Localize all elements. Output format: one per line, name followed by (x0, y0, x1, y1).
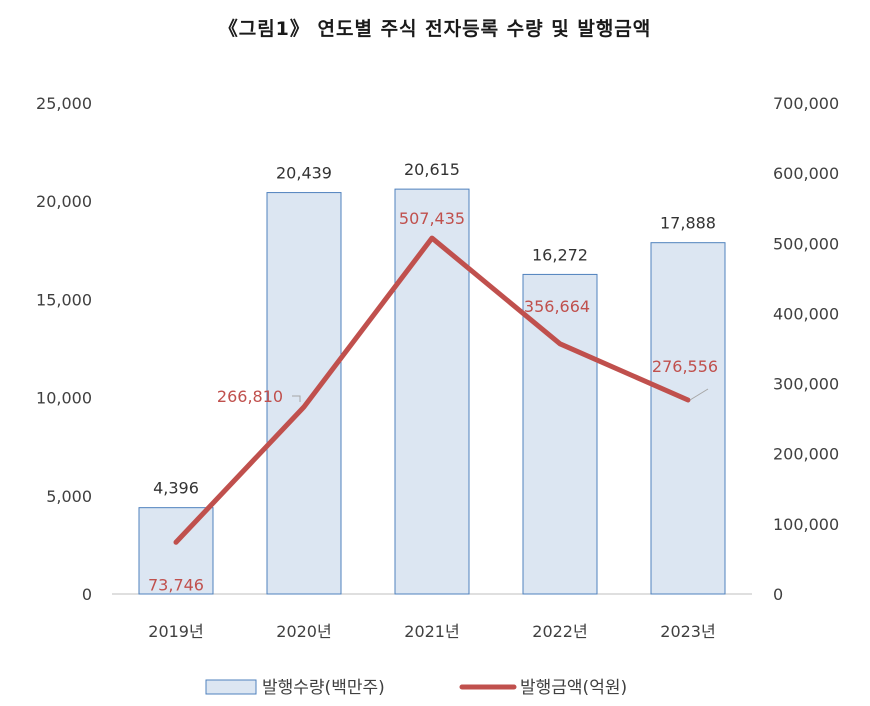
line-data-label: 73,746 (148, 575, 204, 594)
y-left-tick-label: 5,000 (46, 487, 92, 506)
line-data-label: 507,435 (399, 209, 465, 228)
legend-line-label: 발행금액(억원) (520, 678, 627, 698)
y-left-tick-label: 25,000 (36, 94, 92, 113)
x-tick-label: 2021년 (404, 622, 459, 641)
bar (266, 192, 342, 595)
y-right-tick-label: 700,000 (773, 94, 839, 113)
bar-data-label: 4,396 (153, 479, 199, 498)
y-right-tick-label: 200,000 (773, 445, 839, 464)
x-tick-label: 2022년 (532, 622, 587, 641)
line-data-label: 266,810 (217, 387, 283, 406)
label-leader-line (292, 395, 301, 402)
bar-data-label: 17,888 (660, 214, 716, 233)
line-series (173, 235, 691, 545)
y-left-tick-label: 20,000 (36, 192, 92, 211)
bar-data-label: 16,272 (532, 245, 588, 264)
y-left-tick-label: 0 (82, 585, 92, 604)
bar-data-label: 20,439 (276, 164, 332, 183)
line-data-label: 356,664 (524, 297, 590, 316)
y-left-tick-label: 10,000 (36, 389, 92, 408)
y-right-tick-label: 500,000 (773, 234, 839, 253)
y-right-tick-label: 0 (773, 585, 783, 604)
line-data-label: 276,556 (652, 357, 718, 376)
x-tick-label: 2019년 (148, 622, 203, 641)
chart-title: 《그림1》 연도별 주식 전자등록 수량 및 발행금액 (218, 18, 652, 40)
x-tick-label: 2023년 (660, 622, 715, 641)
y-left-tick-label: 15,000 (36, 290, 92, 309)
y-right-tick-label: 600,000 (773, 164, 839, 183)
bar-data-label: 20,615 (404, 160, 460, 179)
y-right-tick-label: 400,000 (773, 304, 839, 323)
bar (394, 188, 470, 595)
bar (650, 242, 726, 595)
y-right-tick-label: 100,000 (773, 515, 839, 534)
y-right-tick-label: 300,000 (773, 375, 839, 394)
bar (522, 273, 598, 595)
x-tick-label: 2020년 (276, 622, 331, 641)
legend-bar-label: 발행수량(백만주) (262, 678, 385, 698)
label-leader-line (689, 388, 709, 401)
bar (138, 507, 214, 595)
legend-bar-swatch (205, 679, 257, 695)
